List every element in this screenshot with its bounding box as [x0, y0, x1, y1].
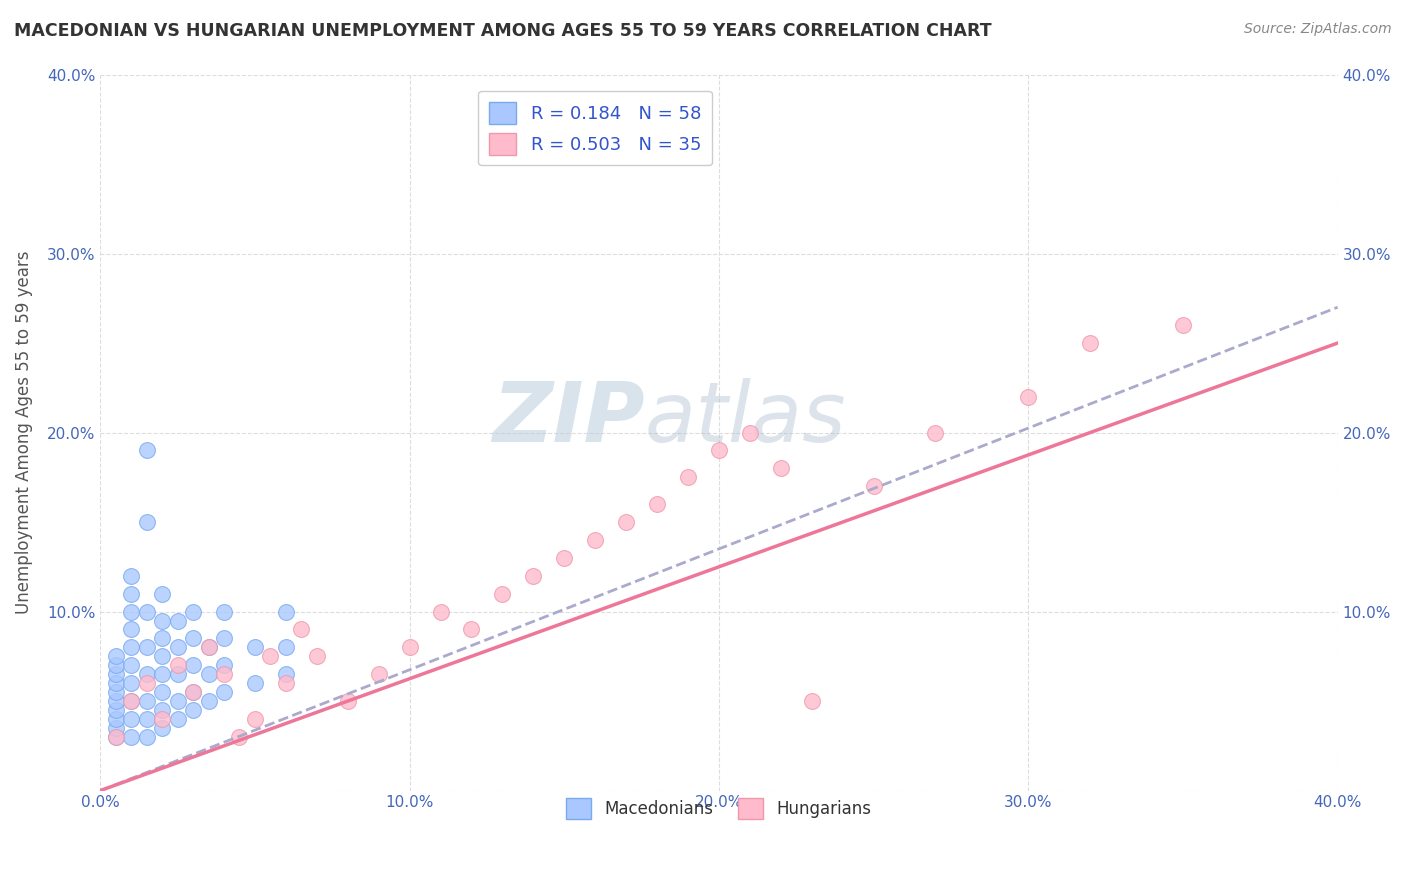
Point — [583, 533, 606, 547]
Point — [197, 640, 219, 655]
Point — [135, 667, 157, 681]
Point — [104, 667, 127, 681]
Point — [104, 658, 127, 673]
Point — [614, 515, 637, 529]
Point — [150, 632, 173, 646]
Point — [104, 712, 127, 726]
Point — [166, 712, 188, 726]
Point — [166, 640, 188, 655]
Text: ZIP: ZIP — [492, 377, 645, 458]
Point — [104, 703, 127, 717]
Point — [924, 425, 946, 440]
Point — [104, 721, 127, 735]
Point — [135, 640, 157, 655]
Point — [166, 667, 188, 681]
Point — [212, 605, 235, 619]
Point — [120, 605, 142, 619]
Point — [104, 730, 127, 744]
Point — [197, 640, 219, 655]
Point — [181, 703, 204, 717]
Point — [398, 640, 420, 655]
Point — [1171, 318, 1194, 333]
Point — [212, 667, 235, 681]
Point — [150, 721, 173, 735]
Point — [522, 568, 544, 582]
Point — [135, 730, 157, 744]
Point — [120, 676, 142, 690]
Point — [1078, 336, 1101, 351]
Point — [290, 623, 312, 637]
Point — [336, 694, 359, 708]
Point — [166, 614, 188, 628]
Point — [150, 712, 173, 726]
Point — [243, 712, 266, 726]
Point — [135, 694, 157, 708]
Point — [135, 712, 157, 726]
Point — [274, 605, 297, 619]
Point — [197, 694, 219, 708]
Text: atlas: atlas — [645, 377, 846, 458]
Point — [212, 685, 235, 699]
Point — [259, 649, 281, 664]
Point — [120, 694, 142, 708]
Point — [212, 658, 235, 673]
Point — [166, 658, 188, 673]
Point — [150, 703, 173, 717]
Text: Source: ZipAtlas.com: Source: ZipAtlas.com — [1244, 22, 1392, 37]
Point — [800, 694, 823, 708]
Point — [150, 614, 173, 628]
Y-axis label: Unemployment Among Ages 55 to 59 years: Unemployment Among Ages 55 to 59 years — [15, 251, 32, 615]
Point — [104, 676, 127, 690]
Point — [135, 605, 157, 619]
Point — [197, 667, 219, 681]
Point — [305, 649, 328, 664]
Point — [553, 550, 575, 565]
Point — [460, 623, 482, 637]
Point — [120, 658, 142, 673]
Point — [104, 649, 127, 664]
Point — [120, 568, 142, 582]
Point — [120, 712, 142, 726]
Point — [367, 667, 389, 681]
Point — [243, 676, 266, 690]
Point — [120, 640, 142, 655]
Point — [212, 632, 235, 646]
Point — [274, 667, 297, 681]
Point — [135, 676, 157, 690]
Point — [274, 640, 297, 655]
Point — [104, 694, 127, 708]
Point — [274, 676, 297, 690]
Point — [120, 694, 142, 708]
Point — [243, 640, 266, 655]
Point — [181, 658, 204, 673]
Point — [166, 694, 188, 708]
Point — [120, 623, 142, 637]
Point — [228, 730, 250, 744]
Point — [150, 667, 173, 681]
Point — [769, 461, 792, 475]
Point — [150, 685, 173, 699]
Point — [120, 730, 142, 744]
Point — [645, 497, 668, 511]
Point — [738, 425, 761, 440]
Point — [429, 605, 451, 619]
Point — [120, 587, 142, 601]
Point — [1017, 390, 1039, 404]
Point — [181, 685, 204, 699]
Point — [181, 632, 204, 646]
Point — [104, 730, 127, 744]
Point — [181, 605, 204, 619]
Point — [491, 587, 513, 601]
Point — [676, 470, 699, 484]
Point — [135, 515, 157, 529]
Text: MACEDONIAN VS HUNGARIAN UNEMPLOYMENT AMONG AGES 55 TO 59 YEARS CORRELATION CHART: MACEDONIAN VS HUNGARIAN UNEMPLOYMENT AMO… — [14, 22, 991, 40]
Point — [135, 443, 157, 458]
Point — [104, 685, 127, 699]
Point — [150, 649, 173, 664]
Point — [862, 479, 884, 493]
Point — [707, 443, 730, 458]
Point — [150, 587, 173, 601]
Point — [181, 685, 204, 699]
Legend: Macedonians, Hungarians: Macedonians, Hungarians — [560, 791, 879, 825]
